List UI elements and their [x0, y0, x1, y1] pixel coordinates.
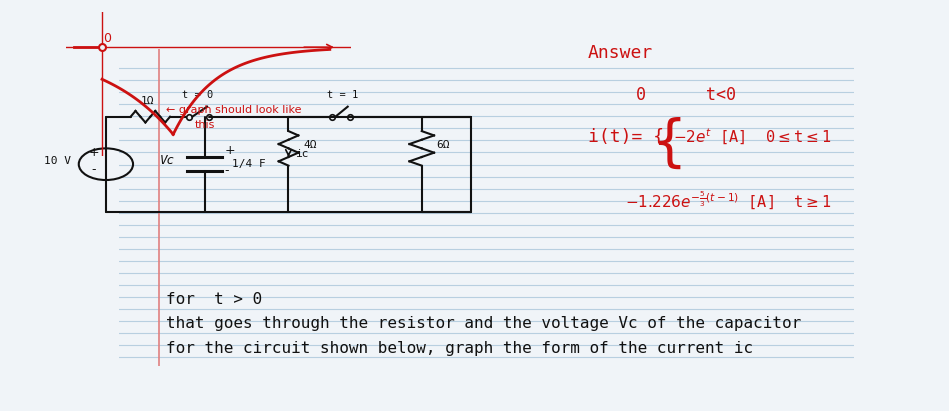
- Text: +: +: [224, 144, 235, 157]
- Text: for  t > 0: for t > 0: [166, 292, 263, 307]
- Text: -: -: [91, 163, 96, 176]
- Text: for the circuit shown below, graph the form of the current ic: for the circuit shown below, graph the f…: [166, 341, 754, 356]
- Text: that goes through the resistor and the voltage Vc of the capacitor: that goes through the resistor and the v…: [166, 316, 802, 331]
- Text: -: -: [224, 164, 229, 177]
- Text: 10 V: 10 V: [45, 156, 71, 166]
- Text: t = 0: t = 0: [181, 90, 213, 100]
- Text: 1Ω: 1Ω: [141, 96, 155, 106]
- Text: this: this: [195, 120, 214, 130]
- Text: 0      t<0: 0 t<0: [636, 85, 736, 104]
- Text: ic: ic: [296, 149, 309, 159]
- Text: 0: 0: [103, 32, 111, 45]
- Text: 4Ω: 4Ω: [304, 141, 317, 150]
- Text: i(t)= {: i(t)= {: [587, 127, 664, 145]
- Text: Answer: Answer: [587, 44, 653, 62]
- Text: 6Ω: 6Ω: [437, 141, 450, 150]
- Text: +: +: [88, 145, 99, 159]
- Text: ← graph should look like: ← graph should look like: [166, 104, 302, 115]
- Text: t = 1: t = 1: [327, 90, 359, 100]
- Text: {: {: [651, 117, 686, 171]
- Text: $-1.226e^{-\frac{5}{3}(t-1)}$ [A]  t$\geq$1: $-1.226e^{-\frac{5}{3}(t-1)}$ [A] t$\geq…: [624, 189, 831, 212]
- Text: $-2e^t$ [A]  0$\leq$t$\leq$1: $-2e^t$ [A] 0$\leq$t$\leq$1: [673, 127, 831, 146]
- Text: 1/4 F: 1/4 F: [232, 159, 266, 169]
- Text: Vc: Vc: [160, 154, 176, 167]
